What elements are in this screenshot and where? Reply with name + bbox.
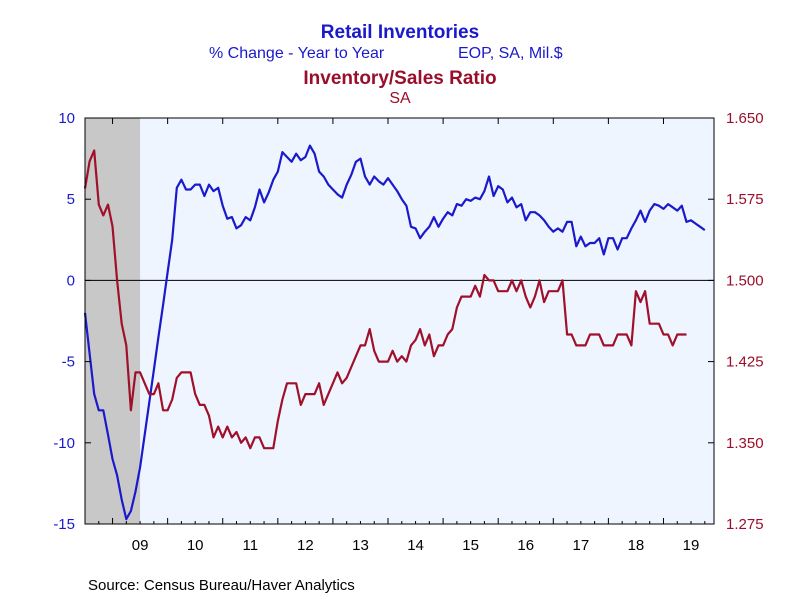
x-axis-tick-label: 13 (352, 537, 369, 554)
chart-subtitle-right: EOP, SA, Mil.$ (458, 45, 563, 62)
left-axis-tick-label: -15 (53, 516, 75, 533)
right-axis-tick-label: 1.575 (726, 191, 764, 208)
x-axis-tick-label: 09 (132, 537, 149, 554)
chart-title-2: Inventory/Sales Ratio (303, 68, 496, 89)
chart-subtitle-2: SA (389, 90, 411, 107)
x-axis-tick-label: 15 (462, 537, 479, 554)
x-axis-tick-label: 17 (572, 537, 589, 554)
left-axis-tick-label: 10 (58, 110, 75, 127)
left-axis-tick-label: 5 (67, 191, 75, 208)
x-axis-tick-label: 19 (683, 537, 700, 554)
right-axis-tick-label: 1.350 (726, 435, 764, 452)
chart-title: Retail Inventories (321, 22, 479, 43)
x-axis-tick-label: 14 (407, 537, 424, 554)
right-axis-tick-label: 1.275 (726, 516, 764, 533)
right-axis-tick-label: 1.500 (726, 272, 764, 289)
x-axis-tick-label: 16 (517, 537, 534, 554)
plot-area (85, 118, 714, 524)
left-axis-tick-label: 0 (67, 272, 75, 289)
right-axis-tick-label: 1.425 (726, 354, 764, 371)
series-line-inventory-sales-ratio (83, 149, 687, 450)
x-axis-tick-label: 10 (187, 537, 204, 554)
x-axis-tick-label: 18 (628, 537, 645, 554)
source-note: Source: Census Bureau/Haver Analytics (88, 577, 355, 594)
x-axis-tick-label: 12 (297, 537, 314, 554)
plot-border (84, 117, 715, 525)
x-axis-tick-label: 11 (242, 537, 258, 554)
series-line-retail-inventories (83, 144, 706, 521)
right-axis-tick-label: 1.650 (726, 110, 764, 127)
left-axis-tick-label: -5 (62, 354, 75, 371)
left-axis-tick-label: -10 (53, 435, 75, 452)
chart-subtitle-left: % Change - Year to Year (209, 45, 385, 62)
